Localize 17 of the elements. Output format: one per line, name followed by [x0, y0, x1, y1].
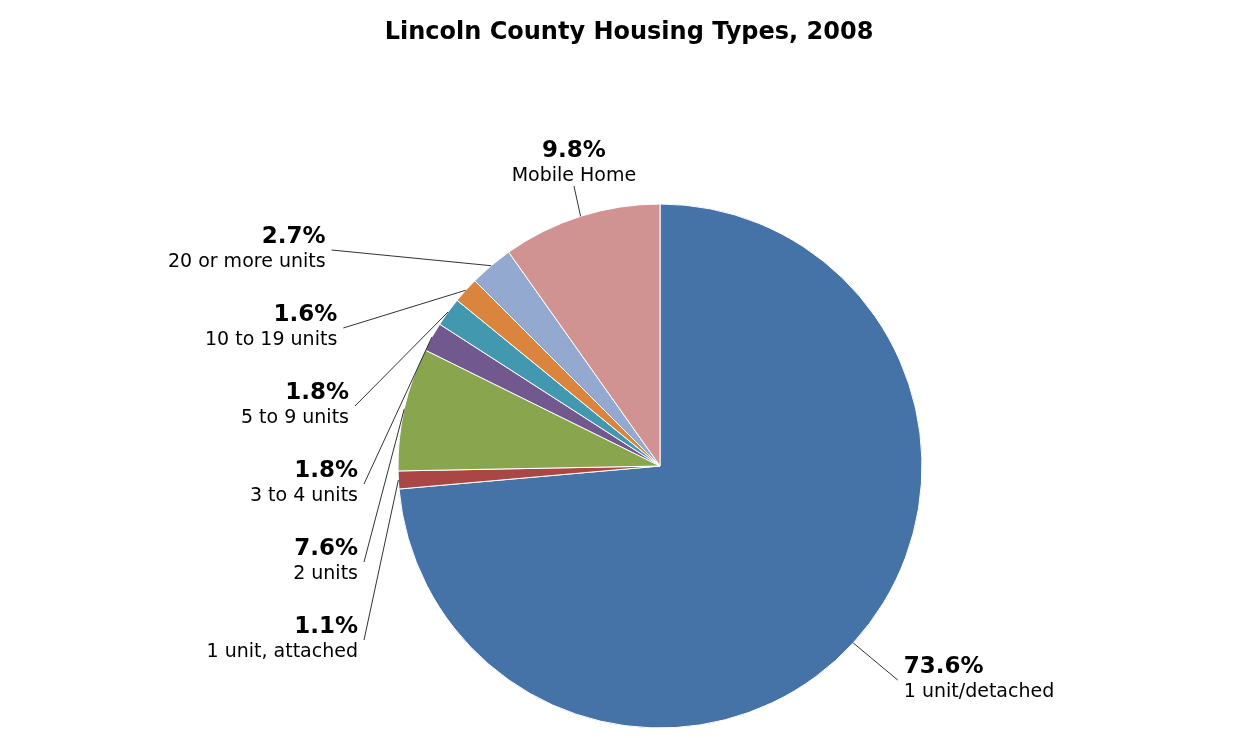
slice-label: 2 units	[293, 561, 358, 583]
slice-label: 20 or more units	[167, 249, 326, 271]
slice-label: 5 to 9 units	[240, 405, 349, 427]
slice-label: 3 to 4 units	[249, 483, 358, 505]
data-label: 1.6%	[273, 300, 338, 326]
data-label: 7.6%	[294, 534, 358, 560]
data-label: 1.1%	[294, 612, 358, 638]
slice-label: 1 unit, attached	[206, 639, 358, 661]
data-label: 1.8%	[285, 378, 349, 404]
data-label: 73.6%	[903, 652, 984, 679]
slice-label: 1 unit/detached	[903, 679, 1055, 702]
data-label: 2.7%	[261, 222, 326, 248]
slice-label: 10 to 19 units	[205, 327, 338, 349]
data-label: 9.8%	[542, 135, 606, 162]
data-label: 1.8%	[294, 456, 358, 482]
slice-label: Mobile Home	[511, 162, 637, 185]
chart-title: Lincoln County Housing Types, 2008	[384, 17, 874, 45]
